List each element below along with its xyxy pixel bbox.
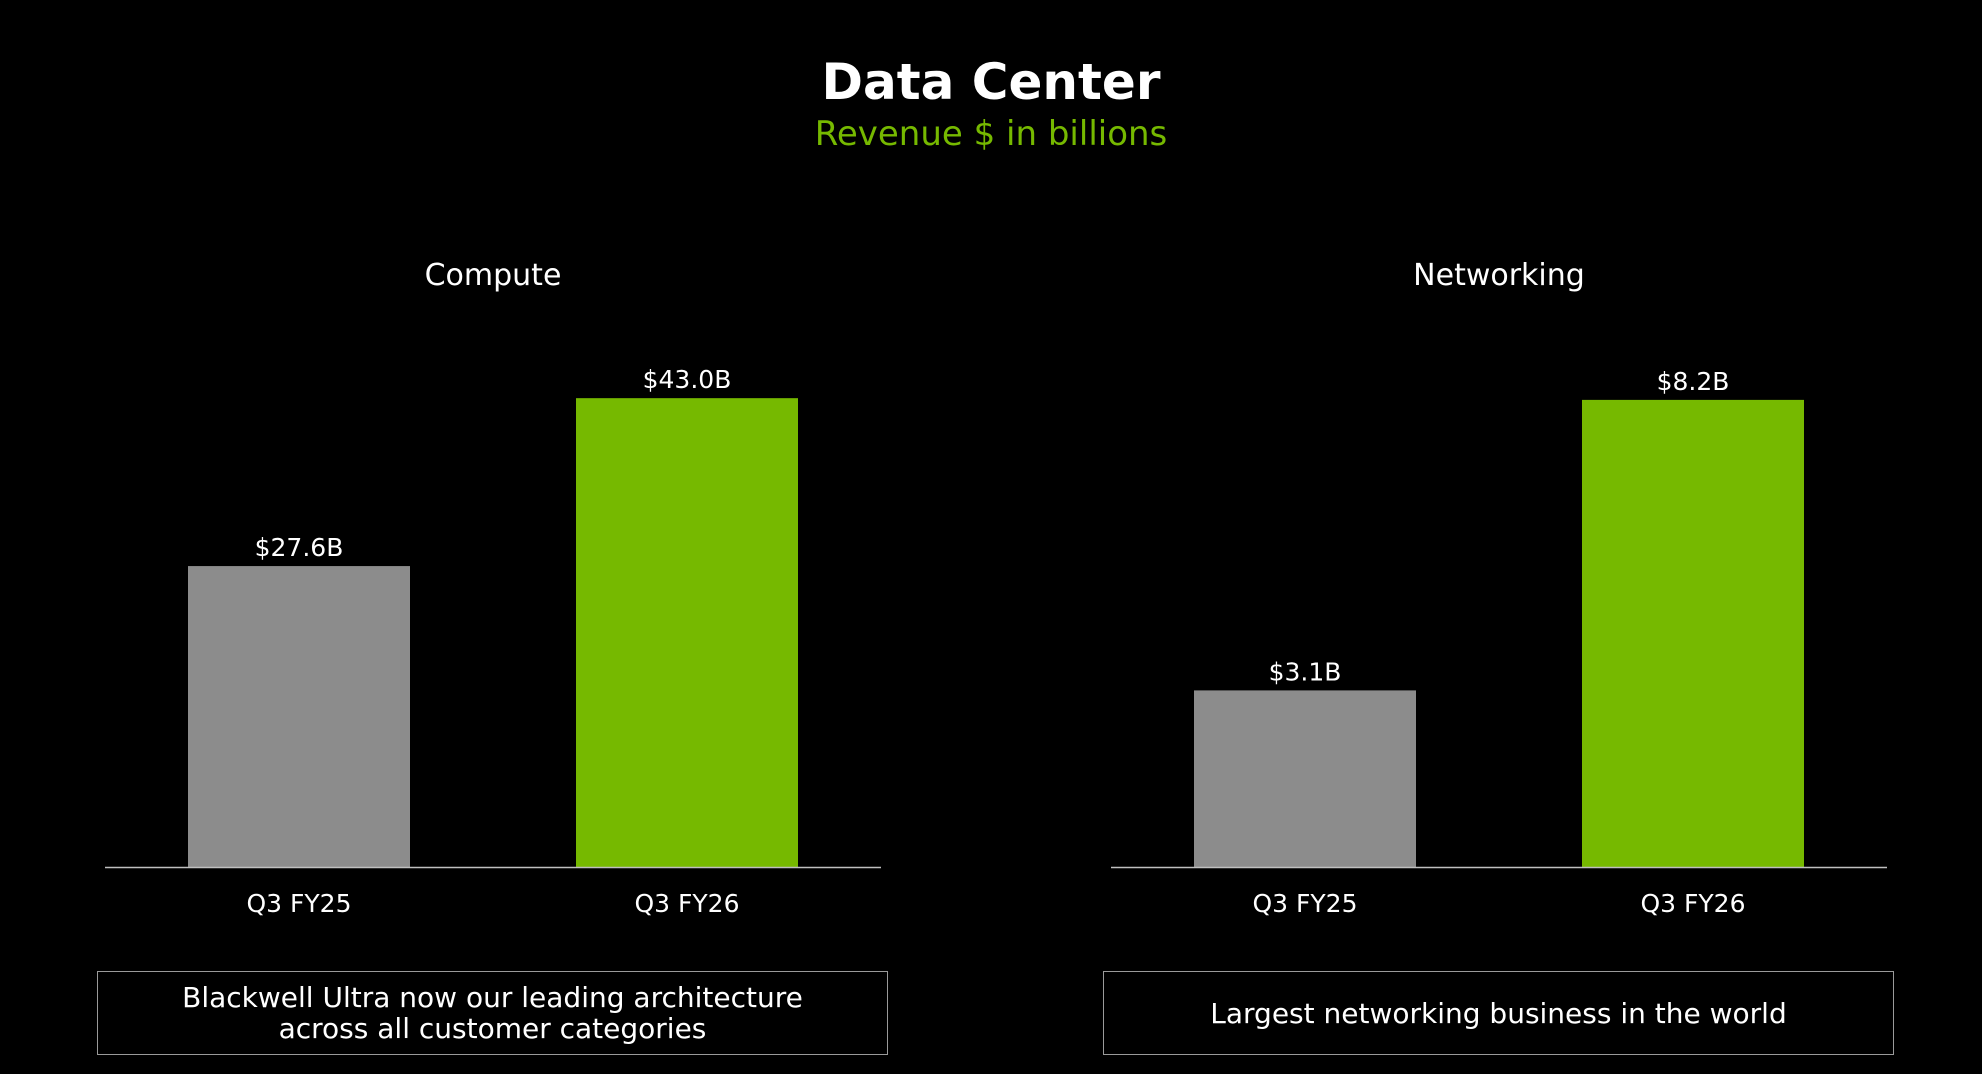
compute-callout-line-2: across all customer categories [278,1012,707,1045]
networking-tick-label: Q3 FY25 [1253,889,1358,918]
compute-data-label: $43.0B [643,365,732,394]
networking-chart: Networking $3.1B Q3 FY25 $8.2B Q3 FY26 [1111,258,1887,918]
page-title: Data Center [821,53,1161,111]
compute-chart-title: Compute [425,258,562,293]
networking-bar-q3-fy26 [1582,399,1804,867]
compute-bar-q3-fy26 [576,398,798,867]
networking-bar-q3-fy25 [1194,690,1416,867]
compute-bar-q3-fy25 [188,566,410,867]
networking-data-label: $3.1B [1269,657,1342,686]
compute-chart: Compute $27.6B Q3 FY25 $43.0B Q3 FY26 [105,258,881,918]
page-subtitle: Revenue $ in billions [814,114,1168,154]
networking-data-label: $8.2B [1657,367,1730,396]
compute-tick-label: Q3 FY25 [247,889,352,918]
compute-callout-box: Blackwell Ultra now our leading architec… [97,971,888,1055]
networking-chart-title: Networking [1413,258,1585,293]
networking-callout-text: Largest networking business in the world [1210,996,1787,1030]
compute-tick-label: Q3 FY26 [635,889,740,918]
networking-tick-label: Q3 FY26 [1641,889,1746,918]
compute-callout-line-1: Blackwell Ultra now our leading architec… [182,981,803,1014]
networking-callout-box: Largest networking business in the world [1103,971,1894,1055]
compute-data-label: $27.6B [255,533,344,562]
